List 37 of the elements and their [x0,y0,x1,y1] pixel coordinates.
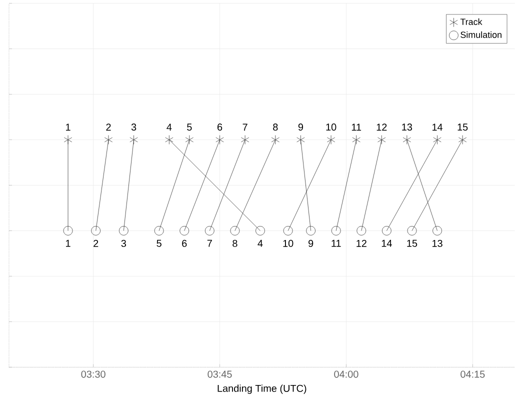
annotation: 3 [121,240,126,247]
annotation: 3 [131,123,136,131]
annotation: 6 [218,123,222,131]
annotation: 6 [182,240,187,247]
annotation: 8 [232,240,238,247]
annotation: 15 [407,240,418,247]
annotation: 2 [94,240,98,247]
annotation: 10 [326,123,336,131]
annotation: 13 [432,240,442,247]
x-tick-label: 03:30 [81,370,106,378]
annotation: 4 [258,240,263,247]
annotation: 10 [283,240,294,247]
legend-label: Track [460,18,482,25]
annotation: 15 [458,124,468,131]
x-axis-title: Landing Time (UTC) [218,384,306,394]
legend-label: Simulation [460,31,502,38]
annotation: 9 [298,123,304,131]
annotation: 11 [332,240,341,247]
x-tick-label: 03:45 [208,370,232,378]
annotation: 12 [356,240,366,247]
annotation: 14 [432,124,443,131]
annotation: 1 [66,124,70,131]
annotation: 1 [66,240,70,247]
x-tick-label: 04:15 [460,370,485,378]
annotation: 7 [207,240,212,247]
annotation: 11 [352,124,362,131]
annotation: 8 [273,123,278,131]
annotation: 4 [166,124,172,131]
annotation: 14 [382,240,392,247]
annotation: 2 [106,124,111,131]
annotation: 13 [402,123,412,131]
annotation: 9 [308,240,314,247]
annotation: 12 [376,124,387,131]
x-tick-label: 04:00 [334,370,358,378]
annotation: 7 [242,124,248,131]
annotation: 5 [187,124,192,131]
annotation: 5 [156,240,162,247]
